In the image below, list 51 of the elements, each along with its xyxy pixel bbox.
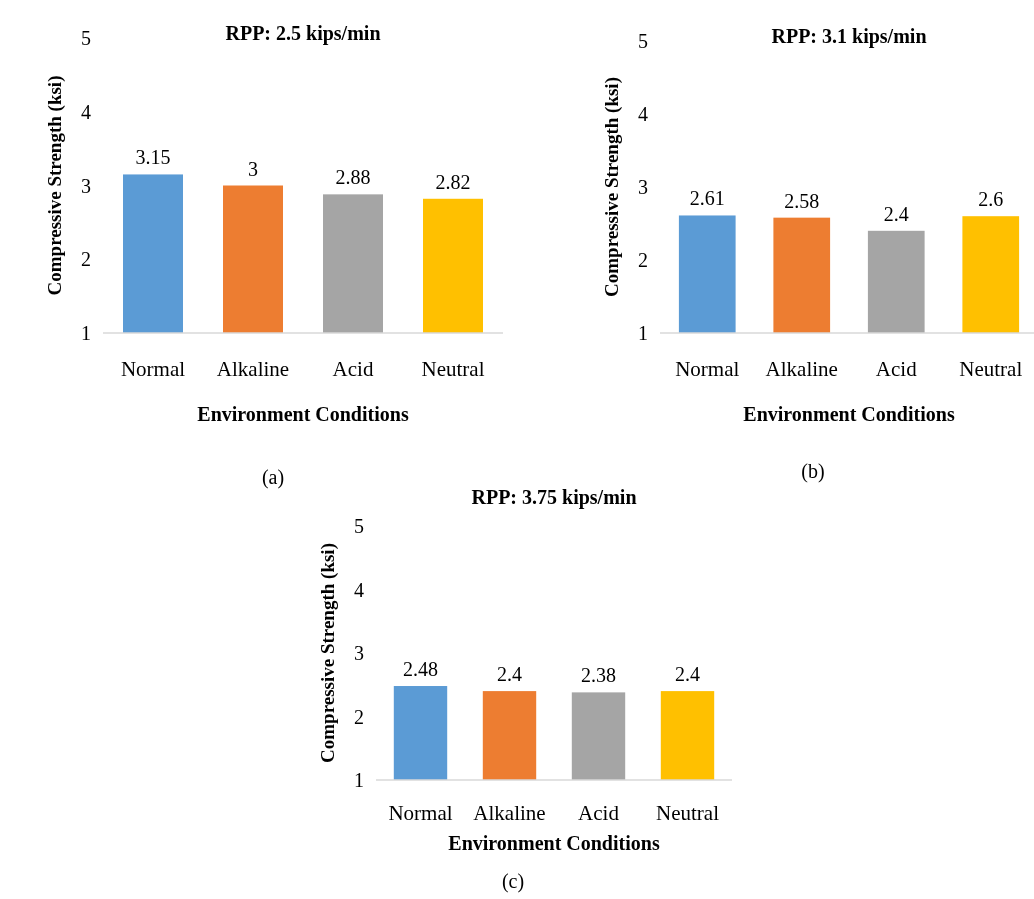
x-tick-label: Acid [875,357,918,381]
x-tick-label: Alkaline [473,801,546,825]
y-tick-label: 1 [638,322,648,344]
y-tick-label: 4 [638,103,648,125]
data-label: 2.61 [689,187,725,210]
x-axis-title: Environment Conditions [197,403,409,425]
x-tick-label: Normal [120,357,186,381]
text: (a) [261,466,285,489]
x-tick-label: Normal [388,801,453,825]
x-tick-label: Normal [675,357,740,381]
y-tick-label: 1 [354,769,364,791]
x-tick-label: Acid [332,357,374,381]
y-tick-label: 3 [638,176,648,198]
y-tick-label: 4 [81,100,91,123]
data-label: 3 [248,157,258,180]
data-label: 3.15 [135,146,171,169]
y-axis-title: Compressive Strength (ksi) [44,75,66,296]
chart-title: RPP: 3.1 kips/min [771,25,927,48]
data-label: 2.82 [435,170,471,193]
y-tick-label: 3 [81,174,91,197]
x-tick-label: Alkaline [765,357,838,381]
x-axis-title: Environment Conditions [448,832,660,854]
y-tick-label: 1 [81,322,91,344]
x-tick-label: Alkaline [216,357,290,381]
x-tick-label: Acid [578,801,620,825]
data-label: 2.4 [675,663,700,686]
x-tick-label: Neutral [421,357,485,381]
data-label: 2.4 [497,663,522,686]
y-tick-label: 3 [354,642,364,664]
text: (c) [501,870,525,893]
data-label: 2.6 [978,188,1004,211]
y-tick-label: 5 [81,27,91,49]
y-tick-label: 2 [81,248,91,271]
text: (b) [801,460,825,483]
y-tick-label: 4 [354,578,364,601]
x-tick-label: Neutral [959,357,1023,381]
data-label: 2.4 [883,202,909,225]
data-label: 2.48 [403,658,438,681]
data-label: 2.58 [784,189,820,212]
data-label: 2.38 [581,664,616,687]
data-label: 2.88 [335,166,371,189]
y-tick-label: 2 [354,705,364,728]
y-tick-label: 2 [638,249,648,271]
x-tick-label: Neutral [656,801,720,825]
y-tick-label: 5 [638,30,648,52]
x-axis-title: Environment Conditions [743,403,955,425]
y-axis-title: Compressive Strength (ksi) [317,543,339,763]
y-axis-title: Compressive Strength (ksi) [601,77,623,297]
chart-title: RPP: 3.75 kips/min [471,486,637,509]
y-tick-label: 5 [354,515,364,537]
chart-title: RPP: 2.5 kips/min [225,22,381,45]
